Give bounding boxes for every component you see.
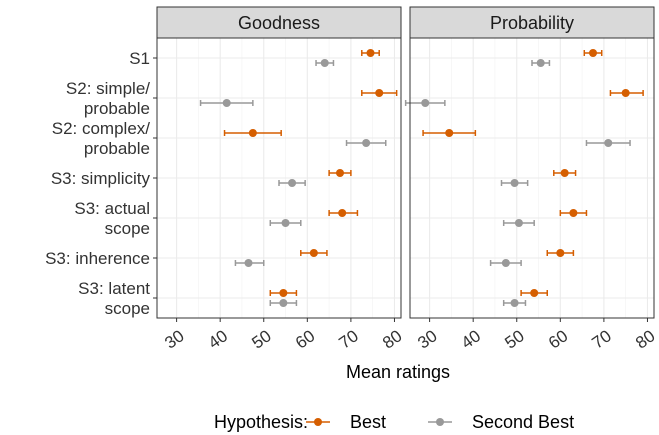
mean-point	[281, 219, 290, 227]
y-tick-label: S2: simple/	[66, 79, 150, 98]
data-point-best	[583, 49, 603, 57]
mean-point	[248, 129, 257, 137]
y-tick-label: probable	[84, 99, 150, 118]
facet-panels: Goodness 30 40 50 60 70 80 Probability 30 40 50 60 7…	[156, 6, 659, 353]
x-tick-label: 40	[205, 326, 231, 352]
panel-border	[409, 37, 655, 319]
data-point-second-best	[500, 179, 529, 187]
mean-point	[320, 59, 329, 67]
legend-key-point	[436, 418, 444, 426]
data-point-best	[300, 249, 328, 257]
y-tick-label: scope	[105, 219, 150, 238]
data-point-second-best	[531, 59, 551, 67]
y-tick-label: S3: simplicity	[51, 169, 151, 188]
mean-point	[530, 289, 539, 297]
mean-point	[421, 99, 430, 107]
data-point-second-best	[269, 299, 298, 307]
x-tick-label: 30	[414, 326, 440, 352]
x-axis-title: Mean ratings	[346, 362, 450, 382]
mean-point	[560, 169, 569, 177]
data-point-second-best	[315, 59, 335, 67]
data-point-best	[223, 129, 282, 137]
mean-point	[604, 139, 613, 147]
x-tick-label: 60	[292, 326, 318, 352]
mean-point	[510, 179, 519, 187]
x-tick-label: 70	[589, 326, 615, 352]
mean-point	[338, 209, 347, 217]
data-point-second-best	[345, 139, 387, 147]
data-point-best	[609, 89, 644, 97]
legend: Hypothesis: Best Second Best	[214, 412, 574, 432]
mean-point	[569, 209, 578, 217]
legend-key-point	[314, 418, 322, 426]
data-point-best	[422, 129, 477, 137]
mean-point	[536, 59, 545, 67]
data-point-second-best	[502, 299, 527, 307]
y-tick-label: S3: inherence	[45, 249, 150, 268]
mean-point	[288, 179, 297, 187]
legend-title: Hypothesis:	[214, 412, 308, 432]
mean-point	[279, 289, 288, 297]
mean-point	[362, 139, 371, 147]
data-point-best	[361, 89, 398, 97]
mean-point	[366, 49, 375, 57]
data-point-best	[559, 209, 588, 217]
legend-label: Second Best	[472, 412, 574, 432]
facet-strip	[156, 6, 402, 39]
y-tick-label: S3: latent	[78, 279, 150, 298]
y-tick-label: scope	[105, 299, 150, 318]
x-tick-label: 50	[501, 326, 527, 352]
data-point-second-best	[489, 259, 522, 267]
legend-entry-best: Best	[306, 412, 386, 432]
mean-point	[501, 259, 510, 267]
data-point-best	[553, 169, 577, 177]
data-point-best	[328, 209, 359, 217]
x-tick-label: 40	[458, 326, 484, 352]
facet-panel-probability: Probability 30 40 50 60 70 80	[404, 6, 659, 353]
facet-strip-label: Probability	[490, 13, 574, 33]
x-tick-label: 80	[632, 326, 658, 352]
x-tick-label: 60	[545, 326, 571, 352]
mean-point	[375, 89, 384, 97]
y-tick-label: probable	[84, 139, 150, 158]
data-point-second-best	[278, 179, 306, 187]
mean-point	[510, 299, 519, 307]
mean-point	[445, 129, 454, 137]
mean-point	[336, 169, 344, 177]
legend-label: Best	[350, 412, 386, 432]
mean-point	[621, 89, 630, 97]
data-point-second-best	[234, 259, 265, 267]
mean-point	[279, 299, 288, 307]
legend-entry-second-best: Second Best	[428, 412, 574, 432]
facet-panel-goodness: Goodness 30 40 50 60 70 80	[156, 6, 406, 353]
mean-point	[589, 49, 597, 57]
x-tick-label: 70	[336, 326, 362, 352]
data-point-second-best	[199, 99, 254, 107]
data-point-best	[361, 49, 380, 57]
x-tick-label: 30	[161, 326, 187, 352]
mean-point	[309, 249, 318, 257]
data-point-best	[328, 169, 352, 177]
mean-point	[514, 219, 523, 227]
y-tick-label: S3: actual	[74, 199, 150, 218]
mean-point	[222, 99, 231, 107]
data-point-second-best	[502, 219, 535, 227]
x-tick-label: 80	[379, 326, 405, 352]
x-tick-label: 50	[248, 326, 274, 352]
mean-point	[556, 249, 565, 257]
mean-point	[244, 259, 253, 267]
data-point-best	[546, 249, 575, 257]
y-tick-label: S1	[129, 49, 150, 68]
data-point-second-best	[404, 99, 446, 107]
data-point-best	[269, 289, 298, 297]
y-tick-label: S2: complex/	[52, 119, 151, 138]
data-point-second-best	[269, 219, 302, 227]
data-point-best	[520, 289, 548, 297]
data-point-second-best	[585, 139, 631, 147]
facet-strip-label: Goodness	[238, 13, 320, 33]
